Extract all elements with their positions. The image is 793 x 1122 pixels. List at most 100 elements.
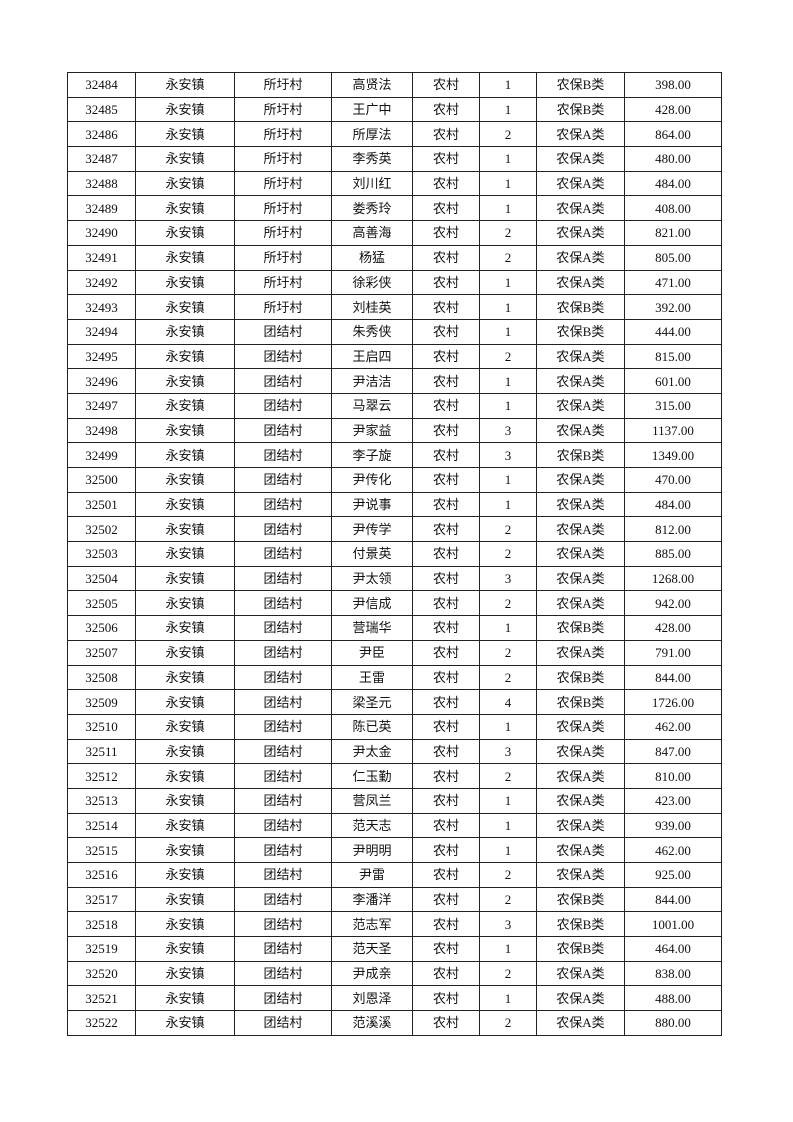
cell-insurance-category: 农保A类: [536, 1010, 625, 1036]
cell-insurance-category: 农保A类: [536, 812, 625, 839]
cell-town: 永安镇: [135, 689, 235, 715]
cell-household-type: 农村: [412, 565, 480, 592]
cell-village: 团结村: [234, 713, 332, 740]
cell-household-size: 3: [479, 565, 537, 592]
cell-household-type: 农村: [412, 220, 480, 246]
cell-person-name: 尹臣: [331, 639, 413, 666]
cell-village: 团结村: [234, 392, 332, 419]
cell-household-type: 农村: [412, 146, 480, 172]
cell-town: 永安镇: [135, 763, 235, 789]
cell-person-name: 刘川红: [331, 170, 413, 197]
cell-record-id: 32513: [67, 787, 136, 814]
cell-household-type: 农村: [412, 689, 480, 715]
cell-person-name: 范溪溪: [331, 1010, 413, 1036]
cell-record-id: 32508: [67, 664, 136, 691]
cell-village: 团结村: [234, 639, 332, 666]
cell-record-id: 32496: [67, 368, 136, 394]
cell-insurance-category: 农保A类: [536, 590, 625, 617]
cell-insurance-category: 农保A类: [536, 244, 625, 271]
cell-record-id: 32514: [67, 812, 136, 839]
cell-insurance-category: 农保B类: [536, 442, 625, 468]
cell-household-type: 农村: [412, 960, 480, 987]
cell-household-size: 1: [479, 170, 537, 197]
cell-household-type: 农村: [412, 244, 480, 271]
cell-amount: 821.00: [624, 220, 722, 246]
cell-household-size: 2: [479, 516, 537, 543]
cell-household-size: 1: [479, 318, 537, 345]
cell-household-size: 2: [479, 886, 537, 913]
cell-town: 永安镇: [135, 713, 235, 740]
cell-insurance-category: 农保A类: [536, 516, 625, 543]
cell-person-name: 尹成亲: [331, 960, 413, 987]
cell-person-name: 王广中: [331, 96, 413, 123]
cell-record-id: 32500: [67, 467, 136, 493]
cell-insurance-category: 农保A类: [536, 195, 625, 222]
cell-town: 永安镇: [135, 269, 235, 296]
cell-amount: 471.00: [624, 269, 722, 296]
cell-household-size: 2: [479, 960, 537, 987]
cell-town: 永安镇: [135, 565, 235, 592]
cell-town: 永安镇: [135, 343, 235, 370]
cell-amount: 864.00: [624, 121, 722, 148]
cell-town: 永安镇: [135, 244, 235, 271]
cell-household-type: 农村: [412, 985, 480, 1012]
cell-person-name: 尹信成: [331, 590, 413, 617]
cell-village: 团结村: [234, 442, 332, 468]
cell-village: 所圩村: [234, 294, 332, 320]
cell-record-id: 32494: [67, 318, 136, 345]
cell-record-id: 32515: [67, 837, 136, 863]
cell-household-size: 1: [479, 195, 537, 222]
cell-record-id: 32512: [67, 763, 136, 789]
cell-town: 永安镇: [135, 639, 235, 666]
cell-person-name: 尹明明: [331, 837, 413, 863]
table-row: 32490 永安镇 所圩村 高善海 农村 2 农保A类 821.00: [67, 220, 722, 246]
cell-person-name: 所厚法: [331, 121, 413, 148]
cell-household-type: 农村: [412, 639, 480, 666]
cell-amount: 444.00: [624, 318, 722, 345]
cell-village: 团结村: [234, 565, 332, 592]
cell-village: 团结村: [234, 837, 332, 863]
cell-village: 团结村: [234, 812, 332, 839]
table-row: 32487 永安镇 所圩村 李秀英 农村 1 农保A类 480.00: [67, 146, 722, 172]
cell-amount: 1349.00: [624, 442, 722, 468]
cell-amount: 791.00: [624, 639, 722, 666]
cell-person-name: 高善海: [331, 220, 413, 246]
cell-town: 永安镇: [135, 417, 235, 444]
table-row: 32493 永安镇 所圩村 刘桂英 农村 1 农保B类 392.00: [67, 294, 722, 320]
cell-household-type: 农村: [412, 170, 480, 197]
cell-town: 永安镇: [135, 368, 235, 394]
table-row: 32512 永安镇 团结村 仁玉勤 农村 2 农保A类 810.00: [67, 763, 722, 789]
cell-record-id: 32486: [67, 121, 136, 148]
cell-insurance-category: 农保A类: [536, 565, 625, 592]
cell-person-name: 仁玉勤: [331, 763, 413, 789]
cell-village: 团结村: [234, 491, 332, 518]
cell-household-type: 农村: [412, 269, 480, 296]
table-row: 32488 永安镇 所圩村 刘川红 农村 1 农保A类 484.00: [67, 170, 722, 197]
cell-village: 所圩村: [234, 269, 332, 296]
cell-amount: 812.00: [624, 516, 722, 543]
table-body: 32484 永安镇 所圩村 高贤法 农村 1 农保B类 398.00 32485 永安镇 所圩村 王广…: [67, 72, 722, 1036]
table-row: 32503 永安镇 团结村 付景英 农村 2 农保A类 885.00: [67, 541, 722, 567]
cell-person-name: 范天圣: [331, 936, 413, 962]
cell-household-type: 农村: [412, 837, 480, 863]
cell-household-size: 2: [479, 244, 537, 271]
cell-household-type: 农村: [412, 590, 480, 617]
cell-insurance-category: 农保B类: [536, 664, 625, 691]
cell-household-size: 1: [479, 392, 537, 419]
cell-household-size: 2: [479, 220, 537, 246]
cell-person-name: 娄秀玲: [331, 195, 413, 222]
cell-insurance-category: 农保A类: [536, 837, 625, 863]
cell-record-id: 32503: [67, 541, 136, 567]
cell-town: 永安镇: [135, 1010, 235, 1036]
cell-amount: 805.00: [624, 244, 722, 271]
cell-amount: 601.00: [624, 368, 722, 394]
cell-record-id: 32511: [67, 738, 136, 765]
cell-record-id: 32507: [67, 639, 136, 666]
cell-amount: 484.00: [624, 491, 722, 518]
cell-insurance-category: 农保B类: [536, 936, 625, 962]
cell-town: 永安镇: [135, 294, 235, 320]
cell-town: 永安镇: [135, 318, 235, 345]
cell-insurance-category: 农保B类: [536, 96, 625, 123]
cell-insurance-category: 农保A类: [536, 467, 625, 493]
cell-village: 团结村: [234, 787, 332, 814]
